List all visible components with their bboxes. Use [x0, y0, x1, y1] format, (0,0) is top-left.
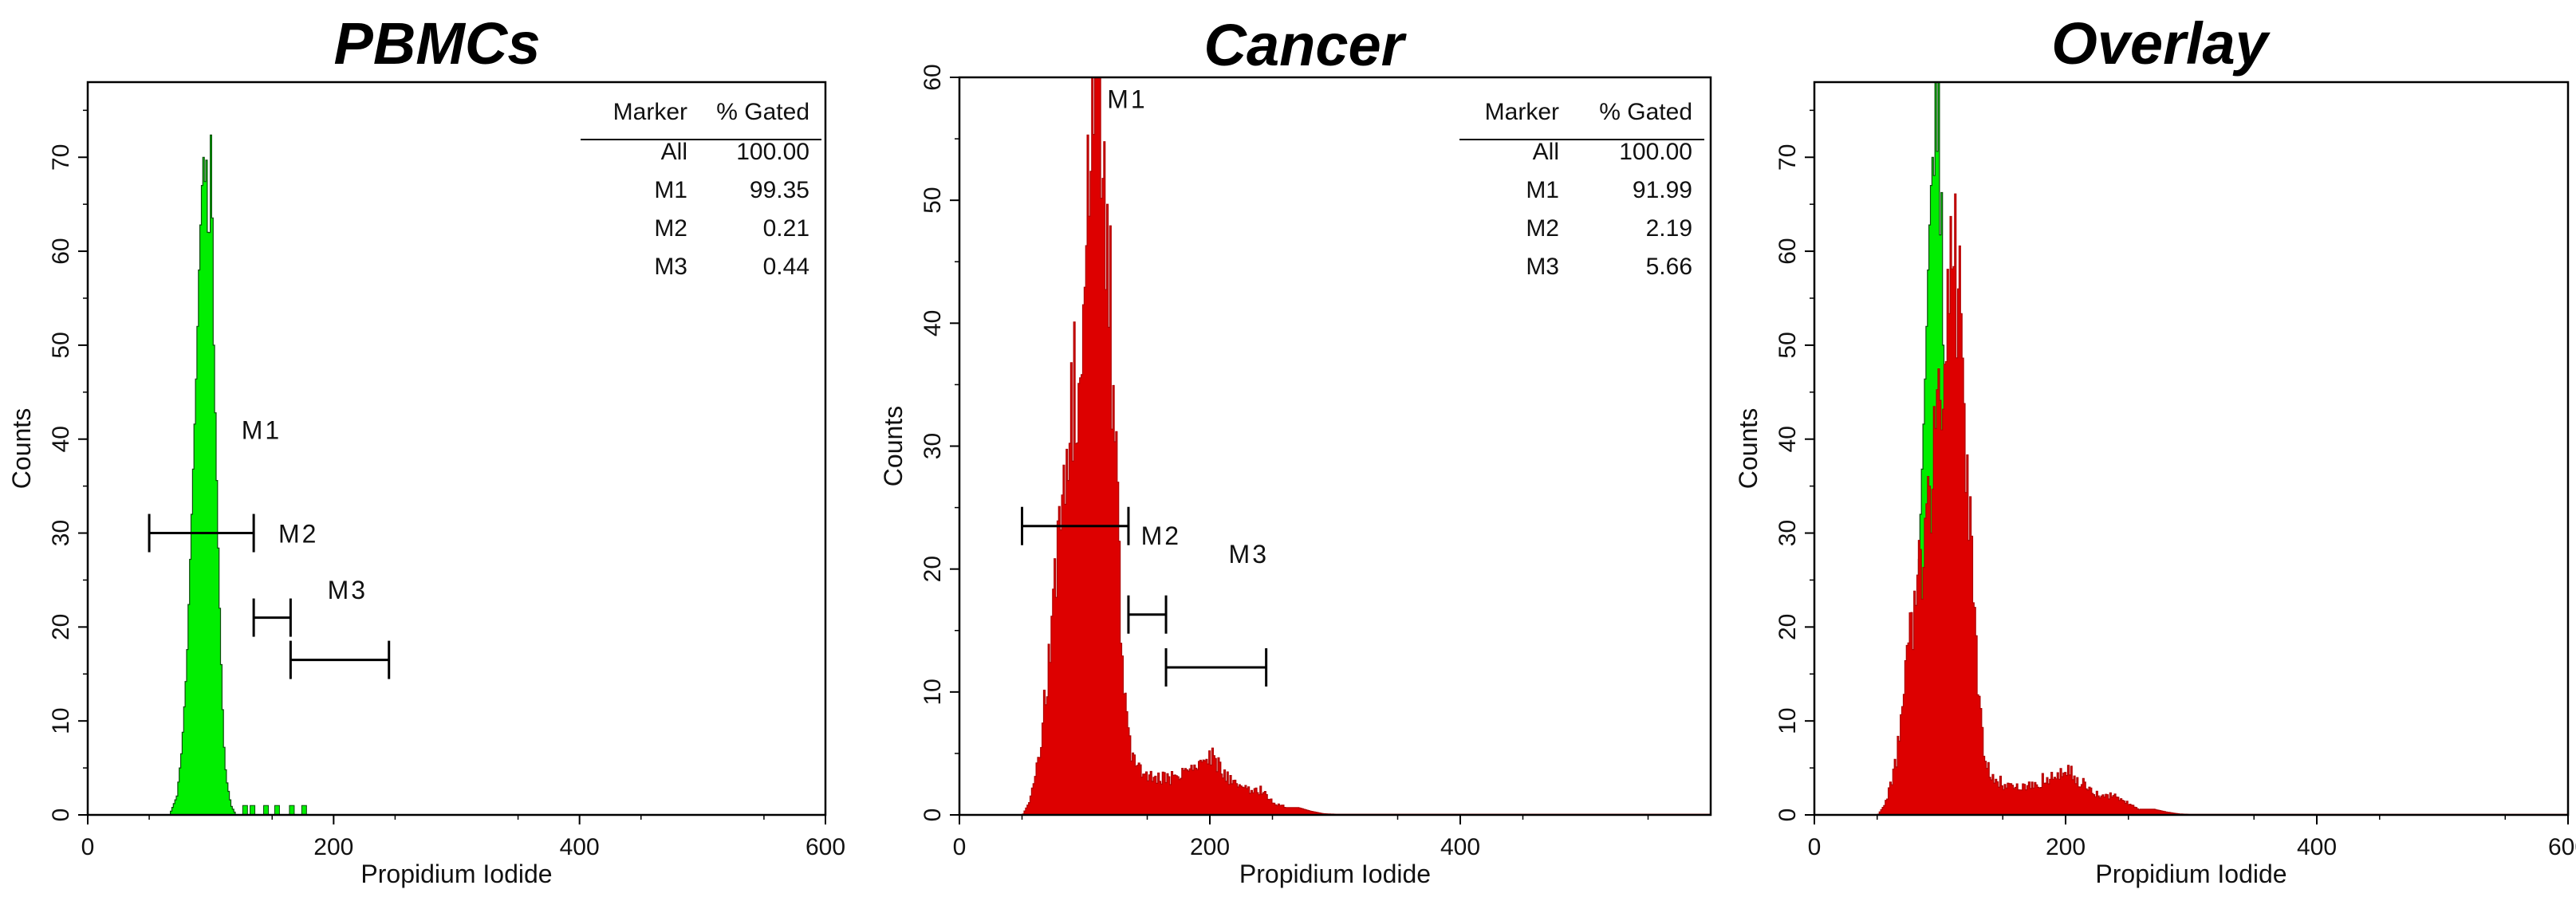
x-tick-label: 200 — [1190, 834, 1230, 860]
y-axis-label: Counts — [7, 408, 36, 489]
y-tick-label: 40 — [1774, 426, 1801, 452]
table-cell-marker: M1 — [654, 177, 687, 203]
histogram-series-pbmcs — [88, 134, 825, 816]
chart-title: PBMCs — [333, 10, 540, 77]
y-axis-label: Counts — [1734, 408, 1763, 489]
y-tick-label: 30 — [48, 520, 74, 546]
marker-label-m3: M3 — [1229, 540, 1269, 569]
table-header-gated: % Gated — [716, 99, 809, 125]
chart-panel-overlay: Overlay 0 10 20 30 40 50 60 70 0 200 400 600 Propidiu… — [1723, 0, 2576, 905]
x-tick-label: 400 — [2297, 834, 2337, 860]
x-tick-label: 400 — [1440, 834, 1480, 860]
x-axis-label: Propidium Iodide — [360, 860, 552, 888]
y-tick-label: 30 — [920, 433, 946, 459]
chart-panel-cancer: Cancer 0 10 20 30 40 50 60 0 200 400 Propidium Iodi… — [861, 0, 1723, 905]
chart-title: Cancer — [1204, 12, 1408, 78]
y-tick-label: 60 — [1774, 238, 1801, 264]
x-tick-label: 0 — [1808, 834, 1822, 860]
table-cell-gated: 99.35 — [750, 177, 809, 203]
histogram-spike — [289, 805, 295, 816]
histogram-series-cancer — [959, 77, 1711, 816]
y-tick-label: 20 — [920, 556, 946, 582]
table-header-gated: % Gated — [1599, 99, 1692, 125]
y-tick-label: 0 — [48, 809, 74, 822]
y-tick-label: 10 — [48, 707, 74, 734]
marker-label-m1: M1 — [1107, 85, 1147, 114]
table-cell-gated: 100.00 — [1619, 139, 1692, 165]
gate-marker-m3 — [289, 640, 391, 679]
table-cell-marker: M3 — [1526, 254, 1559, 280]
y-tick-label: 40 — [920, 310, 946, 336]
x-tick-label: 200 — [313, 834, 353, 860]
marker-label-m2: M2 — [278, 519, 318, 548]
histogram-spike — [242, 805, 248, 816]
gate-marker-m2 — [1127, 595, 1168, 634]
y-tick-label: 60 — [920, 64, 946, 90]
y-tick-label: 20 — [48, 614, 74, 640]
histogram-spike — [263, 805, 270, 816]
y-tick-label: 0 — [1774, 809, 1801, 822]
y-tick-label: 0 — [920, 809, 946, 822]
gate-marker-m2 — [252, 598, 292, 637]
x-tick-label: 600 — [805, 834, 845, 860]
x-tick-label: 0 — [81, 834, 95, 860]
chart-cancer: Cancer 0 10 20 30 40 50 60 0 200 400 Propidium Iodi… — [879, 12, 1712, 888]
x-tick-label: 600 — [2548, 834, 2576, 860]
gate-marker-m1 — [148, 513, 255, 553]
gate-marker-m1 — [1021, 506, 1130, 545]
y-tick-label: 30 — [1774, 520, 1801, 546]
y-tick-label: 70 — [48, 144, 74, 171]
y-tick-label: 50 — [48, 332, 74, 358]
chart-pbmcs: PBMCs 0 10 20 30 40 50 60 70 0 200 400 600 Propidium … — [7, 10, 845, 888]
histogram-spike — [274, 805, 280, 816]
table-header-marker: Marker — [613, 99, 687, 125]
marker-label-m1: M1 — [242, 416, 282, 445]
y-tick-label: 10 — [1774, 707, 1801, 734]
marker-label-m2: M2 — [1141, 521, 1181, 550]
table-cell-marker: All — [1533, 139, 1559, 165]
table-cell-gated: 0.44 — [763, 254, 809, 280]
y-tick-label: 10 — [920, 679, 946, 705]
x-axis-label: Propidium Iodide — [2095, 860, 2286, 888]
table-cell-gated: 0.21 — [763, 215, 809, 242]
histogram-spike — [250, 805, 256, 816]
table-cell-marker: M2 — [1526, 215, 1559, 242]
chart-panel-pbmcs: PBMCs 0 10 20 30 40 50 60 70 0 200 400 600 Propidium … — [0, 0, 845, 905]
y-tick-label: 50 — [920, 187, 946, 213]
x-tick-label: 400 — [560, 834, 600, 860]
y-tick-label: 70 — [1774, 144, 1801, 171]
histogram-spike — [301, 805, 307, 816]
gating-table: Marker % Gated All 100.00 M1 99.35 M2 0.21 M3 0.4… — [581, 99, 821, 280]
x-tick-label: 0 — [953, 834, 967, 860]
table-cell-marker: All — [661, 139, 687, 165]
y-tick-label: 20 — [1774, 614, 1801, 640]
y-tick-label: 50 — [1774, 332, 1801, 358]
gate-marker-m3 — [1164, 648, 1268, 687]
table-cell-gated: 5.66 — [1646, 254, 1692, 280]
table-cell-marker: M3 — [654, 254, 687, 280]
chart-title: Overlay — [2051, 10, 2271, 77]
gating-table: Marker % Gated All 100.00 M1 91.99 M2 2.19 M3 5.6… — [1459, 99, 1704, 280]
table-cell-marker: M1 — [1526, 177, 1559, 203]
chart-overlay: Overlay 0 10 20 30 40 50 60 70 0 200 400 600 Propidiu… — [1734, 10, 2576, 888]
plot-frame — [1813, 81, 2570, 816]
y-axis-label: Counts — [879, 406, 908, 486]
table-cell-gated: 91.99 — [1633, 177, 1692, 203]
x-tick-label: 200 — [2046, 834, 2086, 860]
y-tick-label: 40 — [48, 426, 74, 452]
table-cell-gated: 100.00 — [736, 139, 809, 165]
table-cell-marker: M2 — [654, 215, 687, 242]
plot-frame — [86, 81, 827, 816]
table-header-marker: Marker — [1485, 99, 1559, 125]
table-cell-gated: 2.19 — [1646, 215, 1692, 242]
x-axis-label: Propidium Iodide — [1239, 860, 1431, 888]
y-tick-label: 60 — [48, 238, 74, 264]
marker-label-m3: M3 — [328, 576, 368, 604]
